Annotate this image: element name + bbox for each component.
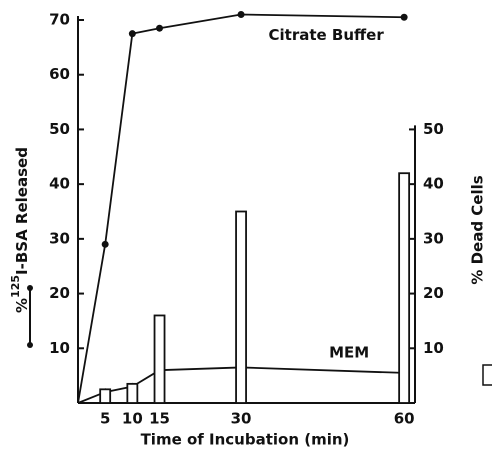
point bbox=[101, 240, 109, 248]
series-label: MEM bbox=[329, 343, 369, 361]
series-label: Citrate Buffer bbox=[269, 26, 385, 44]
y-tick-label: 10 bbox=[49, 339, 70, 357]
x-tick-label: 10 bbox=[122, 410, 143, 428]
y-tick-label: 60 bbox=[49, 65, 70, 83]
y-label-superscript: 125 bbox=[9, 275, 22, 298]
y-tick-label: 50 bbox=[49, 120, 70, 138]
point bbox=[128, 30, 136, 38]
bar bbox=[235, 210, 247, 404]
y2-legend-symbol bbox=[482, 364, 492, 386]
y2-axis-label-text: % Dead Cells bbox=[469, 175, 487, 284]
y-tick-label: 70 bbox=[49, 11, 70, 29]
x-tick-label: 15 bbox=[149, 410, 170, 428]
series-line bbox=[77, 13, 405, 404]
bar bbox=[153, 314, 166, 404]
bar bbox=[126, 382, 139, 404]
y2-tick-label: 40 bbox=[423, 175, 444, 193]
y2-tick-label: 50 bbox=[423, 120, 444, 138]
y2-axis-label: % Dead Cells bbox=[469, 175, 487, 284]
x-tick-label: 30 bbox=[231, 410, 252, 428]
y-axis-label: %125I-BSA Released bbox=[9, 147, 31, 313]
bar bbox=[99, 388, 112, 404]
y-axis-label-text: %125I-BSA Released bbox=[9, 147, 31, 313]
y-label-prefix: % bbox=[13, 298, 31, 313]
y-tick-label: 40 bbox=[49, 175, 70, 193]
x-tick-label: 60 bbox=[394, 410, 415, 428]
y2-tick-label: 30 bbox=[423, 229, 444, 247]
y-tick-label: 30 bbox=[49, 229, 70, 247]
x-tick-label: 5 bbox=[100, 410, 110, 428]
y-tick-label: 20 bbox=[49, 284, 70, 302]
y2-tick-label: 20 bbox=[423, 284, 444, 302]
y2-tick-label: 10 bbox=[423, 339, 444, 357]
x-axis-label: Time of Incubation (min) bbox=[141, 431, 350, 449]
point bbox=[237, 11, 245, 19]
y-legend-symbol bbox=[27, 285, 33, 348]
bar bbox=[398, 172, 411, 404]
point bbox=[156, 24, 164, 32]
y-label-main: I-BSA Released bbox=[13, 147, 31, 275]
point bbox=[400, 13, 408, 21]
